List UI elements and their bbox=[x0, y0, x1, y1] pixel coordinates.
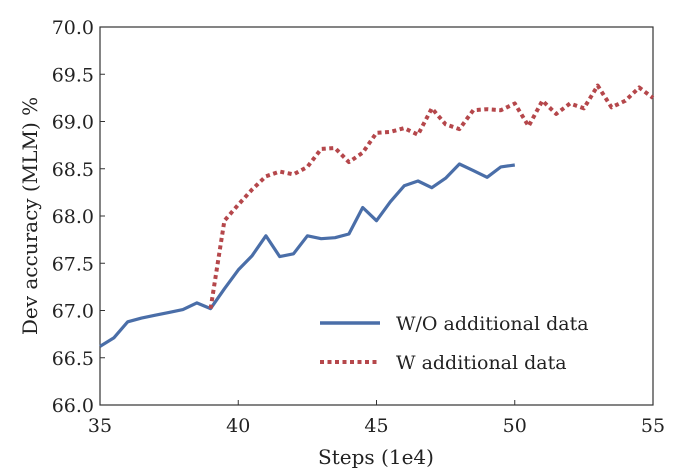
legend-label-w-additional-data: W additional data bbox=[396, 352, 567, 374]
y-tick-label: 68.0 bbox=[52, 206, 94, 228]
x-axis-ticks: 35 40 45 50 55 bbox=[88, 400, 665, 437]
x-tick-label: 55 bbox=[641, 415, 665, 437]
y-tick-label: 66.5 bbox=[52, 348, 94, 370]
series-layer bbox=[99, 83, 655, 348]
x-tick-label: 35 bbox=[88, 415, 112, 437]
y-tick-label: 68.5 bbox=[52, 159, 94, 181]
y-axis-ticks: 66.0 66.5 67.0 67.5 68.0 68.5 69.0 69.5 70.0 bbox=[52, 17, 105, 417]
y-tick-label: 67.5 bbox=[52, 253, 94, 275]
legend: W/O additional data W additional data bbox=[320, 313, 589, 374]
y-tick-label: 70.0 bbox=[52, 17, 94, 39]
y-tick-label: 69.5 bbox=[52, 64, 94, 86]
y-tick-label: 67.0 bbox=[52, 301, 94, 323]
x-tick-label: 45 bbox=[364, 415, 388, 437]
x-tick-label: 50 bbox=[503, 415, 527, 437]
y-tick-label: 69.0 bbox=[52, 112, 94, 134]
x-tick-label: 40 bbox=[226, 415, 250, 437]
x-axis-title: Steps (1e4) bbox=[318, 445, 434, 469]
series-line-wo-additional-data bbox=[99, 162, 516, 348]
plot-area bbox=[99, 26, 654, 406]
y-axis-title: Dev accuracy (MLM) % bbox=[18, 97, 42, 335]
y-tick-label: 66.0 bbox=[52, 395, 94, 417]
legend-label-wo-additional-data: W/O additional data bbox=[396, 313, 589, 335]
